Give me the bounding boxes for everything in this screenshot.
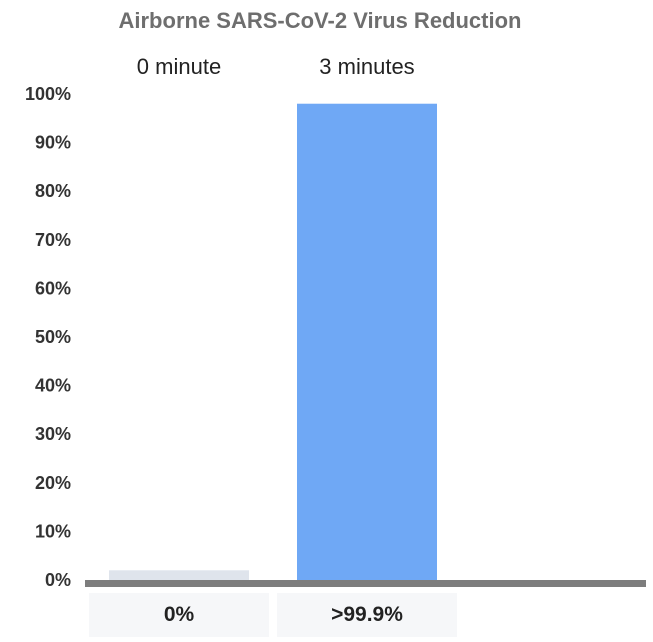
chart-title: Airborne SARS-CoV-2 Virus Reduction xyxy=(119,8,522,33)
y-tick-label: 50% xyxy=(35,327,71,347)
y-tick-label: 60% xyxy=(35,278,71,298)
y-tick-label: 30% xyxy=(35,424,71,444)
data-label-background xyxy=(89,593,269,637)
bars xyxy=(109,103,437,580)
category-label: 0 minute xyxy=(137,54,221,79)
y-tick-label: 100% xyxy=(25,84,71,104)
y-tick-label: 10% xyxy=(35,521,71,541)
data-label: >99.9% xyxy=(331,603,403,626)
category-labels: 0 minute 3 minutes xyxy=(137,54,415,79)
y-tick-label: 70% xyxy=(35,230,71,250)
data-label: 0% xyxy=(164,603,195,626)
y-tick-label: 80% xyxy=(35,181,71,201)
y-tick-label: 0% xyxy=(45,570,71,590)
y-tick-label: 40% xyxy=(35,376,71,396)
y-tick-label: 90% xyxy=(35,133,71,153)
bar xyxy=(297,103,437,580)
y-axis: 0% 10% 20% 30% 40% 50% 60% 70% 80% 90% 100% xyxy=(25,84,71,590)
x-axis-baseline xyxy=(85,580,646,587)
bar xyxy=(109,570,249,580)
data-label-background xyxy=(277,593,457,637)
category-label: 3 minutes xyxy=(319,54,414,79)
y-tick-label: 20% xyxy=(35,473,71,493)
data-labels: 0% >99.9% xyxy=(89,593,457,637)
